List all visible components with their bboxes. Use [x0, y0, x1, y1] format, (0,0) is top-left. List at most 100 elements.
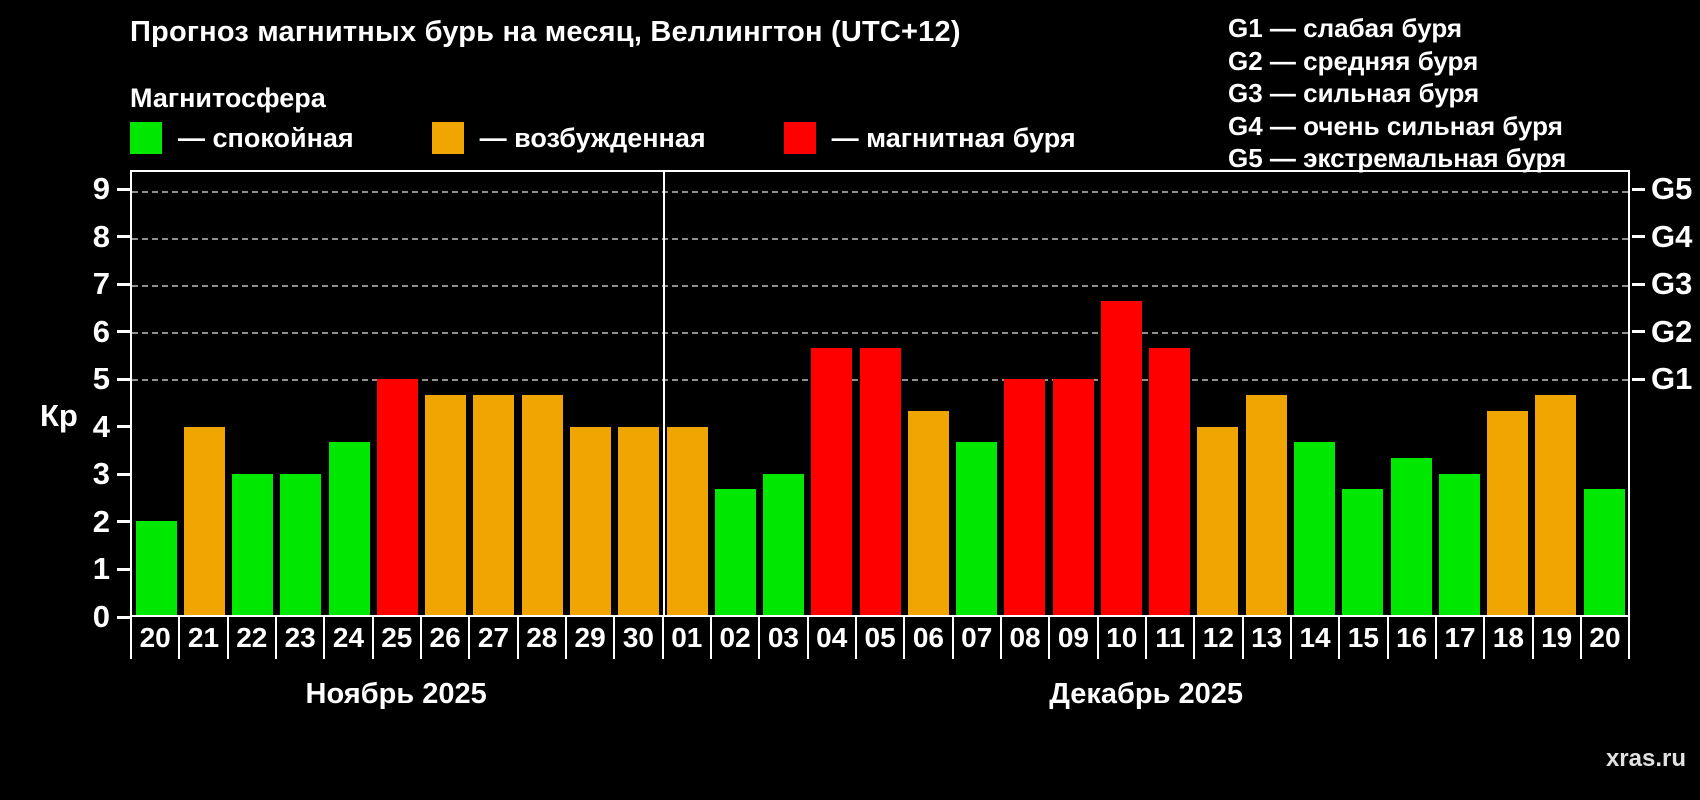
kp-bar-day-13	[1245, 394, 1287, 615]
y-tick-mark	[117, 187, 130, 191]
y-tick-mark	[117, 377, 130, 381]
day-label-nov-26: 26	[419, 617, 468, 659]
y-tick-label-3: 3	[92, 456, 110, 492]
bar-cell	[1532, 172, 1580, 615]
magnetosphere-legend: — спокойная — возбужденная — магнитная бур…	[130, 122, 1154, 154]
gridline-g4	[132, 237, 1628, 240]
excited-swatch-icon	[431, 122, 464, 154]
g-scale-legend-line-1: G1 — слабая буря	[1228, 13, 1463, 43]
day-label-dec-15: 15	[1338, 617, 1386, 659]
bar-cell	[566, 172, 614, 615]
bar-cell	[711, 172, 759, 615]
bar-cell	[953, 172, 1001, 615]
legend-item-label: — магнитная буря	[831, 122, 1076, 153]
day-label-dec-10: 10	[1096, 617, 1145, 659]
bar-cell	[518, 172, 566, 615]
kp-bar-day-30	[618, 426, 660, 615]
legend-item-storm: — магнитная буря	[783, 122, 1076, 154]
day-label-nov-30: 30	[613, 617, 661, 659]
day-label-dec-09: 09	[1048, 617, 1096, 659]
kp-bar-day-17	[1438, 473, 1480, 615]
day-label-nov-20: 20	[130, 617, 178, 659]
y-axis-ticks: 0 1 2 3 4 5 6 7 8 9	[0, 170, 130, 634]
kp-bar-day-20	[135, 520, 177, 615]
g-scale-legend-line-4: G4 — очень сильная буря	[1228, 110, 1563, 141]
y-tick-label-9: 9	[92, 171, 110, 207]
y-tick-mark	[117, 425, 130, 429]
bar-cell	[1097, 172, 1145, 615]
y-tick-mark	[117, 472, 130, 476]
day-label-dec-13: 13	[1241, 617, 1290, 659]
day-label-dec-18: 18	[1483, 617, 1531, 659]
kp-bar-day-24	[328, 442, 370, 615]
kp-bar-day-22	[232, 473, 274, 615]
kp-bar-day-02	[714, 489, 756, 615]
g-tick-mark	[1632, 235, 1645, 239]
bar-cell	[856, 172, 904, 615]
bar-cell	[1242, 172, 1290, 615]
bar-cell	[373, 172, 421, 615]
g-tick-mark	[1632, 377, 1645, 381]
calm-swatch-icon	[130, 122, 162, 154]
kp-bar-day-20	[1583, 489, 1625, 615]
kp-bar-day-12	[1197, 426, 1239, 615]
day-label-nov-23: 23	[274, 617, 323, 659]
y-tick-label-2: 2	[92, 503, 110, 539]
g-scale-legend-line-2: G2 — средняя буря	[1228, 45, 1479, 76]
kp-bar-day-25	[376, 379, 418, 615]
legend-item-label: — возбужденная	[479, 122, 706, 153]
kp-bar-day-05	[859, 347, 901, 615]
kp-bar-day-21	[183, 426, 225, 615]
bars-container	[132, 172, 1628, 615]
day-label-nov-21: 21	[178, 617, 226, 659]
day-axis-row: 20 21 22 23 24 25 26 27 28 29 30 01 02 03 04 05 06 07 08 09…	[130, 617, 1631, 659]
watermark: xras.ru	[1605, 745, 1686, 772]
day-label-dec-16: 16	[1386, 617, 1435, 659]
bar-cell	[229, 172, 277, 615]
bar-cell	[1194, 172, 1242, 615]
kp-bar-day-26	[425, 394, 467, 615]
y-tick-mark	[117, 330, 130, 334]
kp-bar-day-09	[1052, 379, 1094, 615]
day-label-dec-07: 07	[951, 617, 1000, 659]
g-level-label-g1: G1	[1651, 361, 1693, 397]
bar-cell	[1146, 172, 1194, 615]
y-tick-mark	[117, 615, 130, 619]
y-tick-label-1: 1	[92, 551, 110, 587]
kp-bar-day-14	[1294, 442, 1335, 615]
day-label-nov-29: 29	[564, 617, 613, 659]
month-label-0: Ноябрь 2025	[305, 678, 487, 710]
bar-cell	[277, 172, 325, 615]
g-tick-mark	[1632, 282, 1645, 286]
bar-cell	[1049, 172, 1097, 615]
g-tick-mark	[1632, 330, 1645, 334]
day-label-dec-02: 02	[709, 617, 758, 659]
kp-bar-day-01	[666, 426, 708, 615]
kp-bar-day-15	[1342, 489, 1384, 615]
day-label-dec-03: 03	[758, 617, 806, 659]
month-divider-line	[662, 172, 665, 615]
bar-cell	[663, 172, 711, 615]
kp-bar-day-23	[280, 473, 322, 615]
kp-bar-day-19	[1535, 394, 1577, 615]
chart-title: Прогноз магнитных бурь на месяц, Веллинг…	[130, 16, 961, 48]
g-scale-legend: G1 — слабая буря G2 — средняя буря G3 — си…	[1228, 12, 1566, 175]
legend-item-calm: — спокойная	[130, 122, 354, 154]
legend-item-excited: — возбужденная	[431, 122, 706, 154]
day-label-nov-28: 28	[516, 617, 565, 659]
bar-cell	[1339, 172, 1387, 615]
day-label-dec-17: 17	[1434, 617, 1483, 659]
day-label-dec-04: 04	[806, 617, 855, 659]
day-label-dec-19: 19	[1531, 617, 1580, 659]
bar-cell	[1001, 172, 1049, 615]
y-tick-label-7: 7	[92, 266, 110, 302]
bar-cell	[470, 172, 518, 615]
y-tick-mark	[117, 567, 130, 571]
day-label-nov-24: 24	[323, 617, 371, 659]
g-level-label-g3: G3	[1651, 266, 1693, 302]
day-label-dec-08: 08	[999, 617, 1048, 659]
y-tick-label-5: 5	[92, 361, 110, 397]
kp-bar-day-29	[570, 426, 612, 615]
gridline-g3	[132, 285, 1628, 288]
g-level-label-g5: G5	[1651, 171, 1693, 207]
